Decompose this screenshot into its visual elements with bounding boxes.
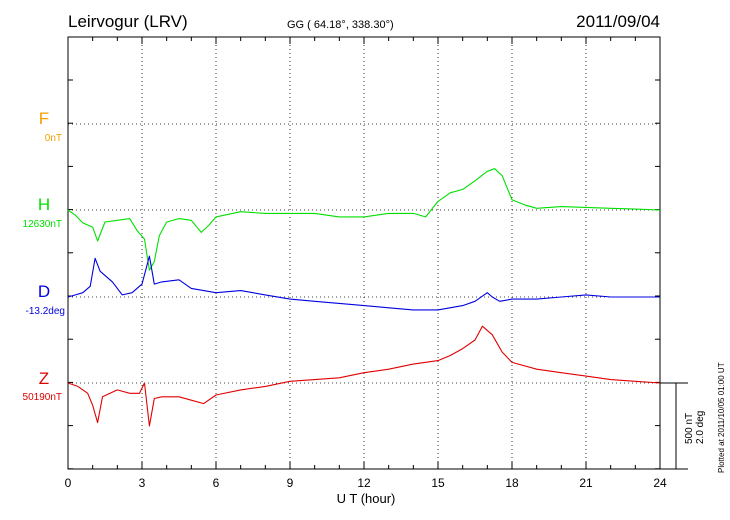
- scale-nt-label: 500 nT: [684, 413, 695, 444]
- date-text: 2011/09/04: [576, 12, 660, 31]
- label-H: H: [38, 195, 50, 214]
- baseline-H: 12630nT: [23, 219, 62, 230]
- baseline-D: -13.2deg: [26, 306, 65, 317]
- x-tick-label: 24: [653, 476, 667, 490]
- series-lines: [67, 168, 661, 427]
- coords-text: GG ( 64.18°, 338.30°): [287, 19, 394, 31]
- x-tick-label: 3: [139, 476, 146, 490]
- x-tick-label: 18: [505, 476, 519, 490]
- label-Z: Z: [39, 369, 49, 388]
- label-F: F: [39, 109, 49, 128]
- station-title: Leirvogur (LRV): [68, 12, 188, 31]
- axis-ticks: [67, 37, 661, 470]
- x-tick-labels: 0 3 6 9 12 15 18 21 24: [65, 476, 667, 490]
- series-line-Z: [67, 325, 661, 427]
- plotted-at-note: Plotted at 2011/10/05 01:00 UT: [717, 362, 726, 473]
- x-axis-label: U T (hour): [337, 491, 396, 506]
- scale-deg-label: 2.0 deg: [695, 411, 706, 444]
- baseline-Z: 50190nT: [23, 392, 62, 403]
- x-tick-label: 9: [287, 476, 294, 490]
- x-tick-label: 0: [65, 476, 72, 490]
- series-line-H: [67, 168, 661, 271]
- x-tick-label: 12: [357, 476, 371, 490]
- x-tick-label: 21: [579, 476, 593, 490]
- x-tick-label: 6: [213, 476, 220, 490]
- x-tick-label: 15: [431, 476, 445, 490]
- label-D: D: [38, 282, 50, 301]
- grid: [68, 37, 660, 469]
- scale-bar: [660, 382, 688, 470]
- series-line-D: [67, 255, 660, 311]
- baseline-F: 0nT: [45, 133, 62, 144]
